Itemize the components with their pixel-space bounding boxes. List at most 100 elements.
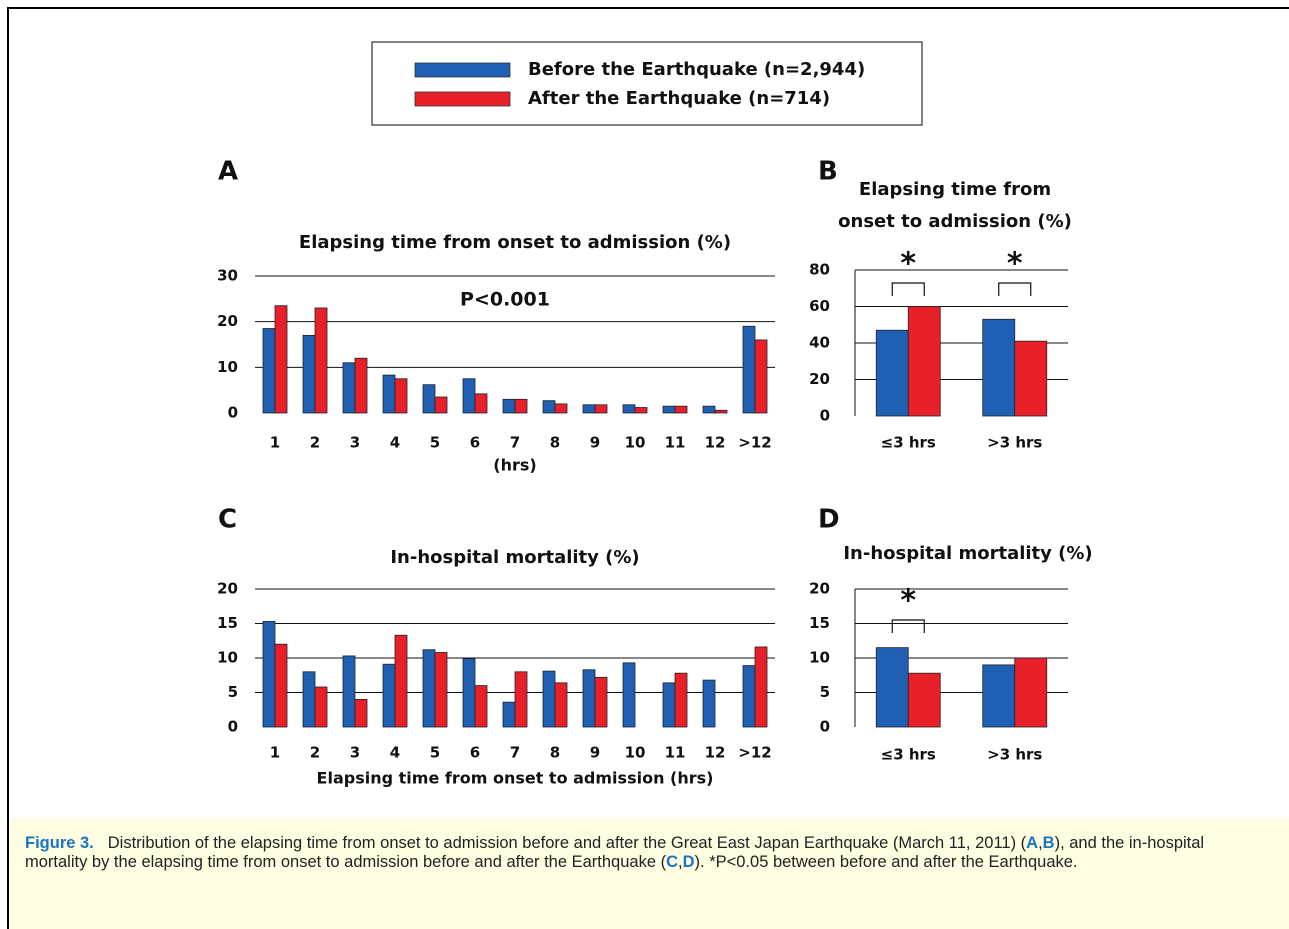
bar — [542, 400, 556, 414]
bar — [674, 405, 688, 414]
y-tick-label: 10 — [809, 649, 830, 667]
bar — [594, 676, 608, 728]
caption-panel-ref: A — [1026, 834, 1039, 852]
caption-text: ). *P<0.05 between before and after the … — [694, 853, 1078, 871]
bar — [582, 404, 596, 414]
bar — [754, 339, 768, 414]
y-tick-label: 5 — [820, 683, 830, 701]
caption-text: ), and the in-hospital mortality by the … — [25, 834, 1205, 871]
chart-title: Elapsing time from — [859, 179, 1051, 200]
y-tick-label: 10 — [217, 649, 238, 667]
bar — [662, 682, 676, 728]
x-tick-label: 8 — [550, 434, 560, 452]
bar — [1014, 657, 1048, 728]
x-tick-label: 6 — [470, 434, 480, 452]
x-tick-label: 4 — [390, 434, 400, 452]
bar — [742, 665, 756, 728]
y-tick-label: 15 — [809, 614, 830, 632]
caption-label: Figure 3. — [25, 834, 94, 852]
significance-bracket — [998, 282, 1032, 296]
y-tick-label: 40 — [809, 334, 830, 352]
significance-label: * — [900, 584, 916, 619]
y-tick-label: 20 — [809, 580, 830, 598]
bar — [542, 670, 556, 728]
x-tick-label: 2 — [310, 434, 320, 452]
caption-panel-ref: D — [682, 853, 695, 871]
x-tick-label: 8 — [550, 744, 560, 762]
caption: Figure 3. Distribution of the elapsing ti… — [9, 818, 1289, 929]
y-tick-label: 80 — [809, 261, 830, 279]
x-tick-label: 5 — [430, 434, 440, 452]
significance-bracket — [891, 619, 925, 633]
bar — [342, 655, 356, 728]
x-tick-label: ≤3 hrs — [881, 746, 936, 764]
bar — [502, 398, 516, 414]
bar — [434, 396, 448, 414]
bar — [875, 329, 909, 417]
x-tick-label: 10 — [625, 744, 646, 762]
bar — [554, 682, 568, 728]
x-tick-label: 10 — [625, 434, 646, 452]
x-tick-label: >3 hrs — [987, 434, 1042, 452]
bar — [702, 405, 716, 414]
chart-title: Elapsing time from onset to admission (%… — [299, 232, 731, 253]
bar — [622, 662, 636, 728]
bar — [582, 669, 596, 728]
bar — [262, 328, 276, 414]
panel-letter: A — [218, 157, 238, 187]
bar — [274, 305, 288, 414]
x-tick-label: 12 — [705, 434, 726, 452]
y-tick-label: 10 — [217, 358, 238, 376]
chart-title: onset to admission (%) — [838, 211, 1072, 232]
x-tick-label: 2 — [310, 744, 320, 762]
bar — [982, 664, 1016, 728]
x-tick-label: ≤3 hrs — [881, 434, 936, 452]
x-tick-label: 6 — [470, 744, 480, 762]
x-axis-label: (hrs) — [493, 456, 536, 475]
bar — [394, 378, 408, 414]
y-tick-label: 30 — [217, 267, 238, 285]
legend-label: After the Earthquake (n=714) — [528, 88, 830, 109]
y-tick-label: 0 — [228, 404, 238, 422]
bar — [875, 647, 909, 728]
bar — [662, 405, 676, 414]
panel-letter: B — [818, 157, 838, 187]
bar — [382, 374, 396, 414]
bar — [462, 658, 476, 728]
significance-bracket — [891, 282, 925, 296]
bar — [502, 701, 516, 728]
bar — [314, 307, 328, 414]
x-tick-label: 5 — [430, 744, 440, 762]
y-tick-label: 0 — [228, 718, 238, 736]
legend-label: Before the Earthquake (n=2,944) — [528, 59, 865, 80]
bar — [422, 649, 436, 728]
bar — [634, 407, 648, 414]
y-tick-label: 20 — [809, 370, 830, 388]
chart-title: In-hospital mortality (%) — [843, 543, 1092, 564]
bar — [907, 672, 941, 728]
bar — [422, 384, 436, 414]
legend-swatch — [414, 62, 511, 78]
x-tick-label: 11 — [665, 434, 686, 452]
x-axis-label: Elapsing time from onset to admission (h… — [317, 769, 714, 788]
y-tick-label: 15 — [217, 614, 238, 632]
caption-text: , — [678, 853, 683, 871]
bar — [394, 634, 408, 728]
caption-text: Distribution of the elapsing time from o… — [107, 834, 1027, 852]
caption-panel-ref: B — [1042, 834, 1055, 852]
bar — [302, 334, 316, 414]
chart-title: In-hospital mortality (%) — [390, 547, 639, 568]
x-tick-label: 9 — [590, 744, 600, 762]
x-tick-label: 9 — [590, 434, 600, 452]
x-tick-label: 1 — [270, 744, 280, 762]
x-tick-label: 3 — [350, 744, 360, 762]
y-tick-label: 20 — [217, 580, 238, 598]
bar — [302, 671, 316, 728]
bar — [462, 378, 476, 414]
bar — [314, 686, 328, 728]
bar — [702, 679, 716, 728]
bar — [342, 362, 356, 414]
y-tick-label: 0 — [820, 407, 830, 425]
